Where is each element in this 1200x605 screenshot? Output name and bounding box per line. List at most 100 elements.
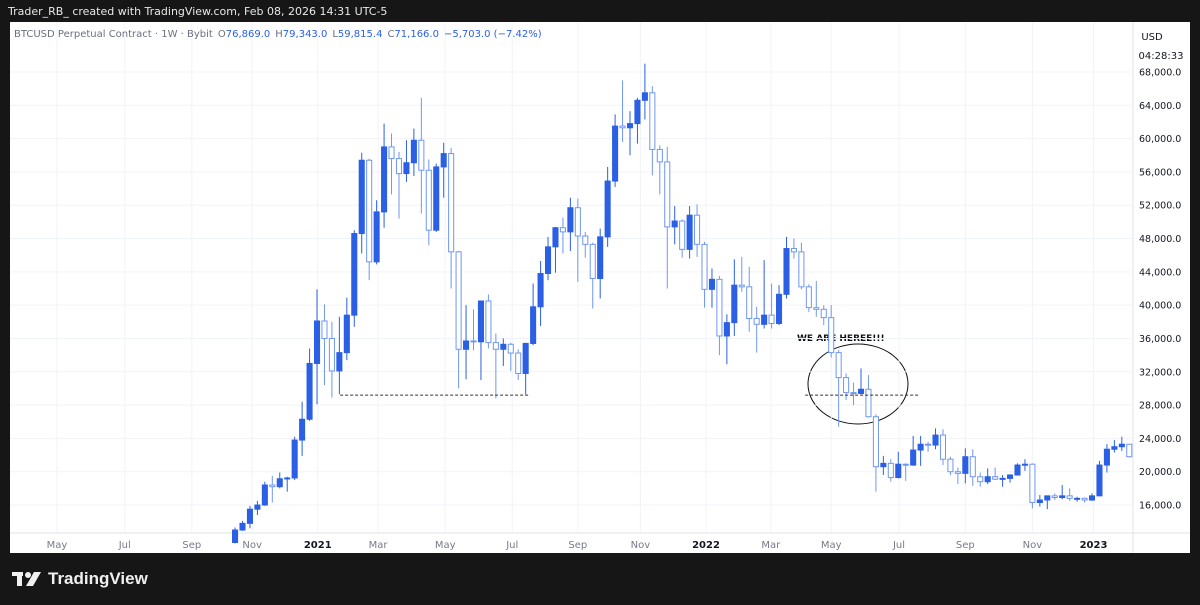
candle-body [843, 377, 850, 394]
candle-body [776, 293, 783, 324]
candle-body [1066, 495, 1073, 499]
candle-body [410, 139, 417, 164]
candle-body [358, 159, 365, 235]
ohlc-key: L [332, 29, 338, 40]
candle-body [366, 159, 373, 263]
x-tick-label: Mar [761, 540, 781, 551]
candle-body [649, 92, 656, 150]
candle-body [537, 273, 544, 308]
candle-body [530, 306, 537, 344]
candle-body [857, 388, 865, 394]
candle-body [954, 471, 961, 474]
candle-body [1029, 463, 1036, 504]
y-tick-label: 36,000.0 [1139, 334, 1181, 345]
x-tick-label: May [47, 540, 68, 551]
candle-body [969, 456, 976, 478]
x-tick-label: Sep [956, 540, 975, 551]
grid [10, 22, 1133, 533]
symbol-title: BTCUSD Perpetual Contract · 1W · Bybit [14, 29, 213, 40]
candle-body [917, 443, 924, 451]
candle-body [448, 153, 455, 253]
x-tick-label: 2021 [304, 540, 332, 551]
candle-body [313, 320, 321, 364]
currency: USD [1141, 32, 1163, 43]
header-text: Trader_RB_ created with TradingView.com,… [8, 5, 388, 18]
legend: BTCUSD Perpetual Contract · 1W · Bybit O… [14, 29, 542, 40]
candle-body [418, 139, 425, 171]
candle-body [723, 322, 730, 337]
ohlc-key: O [217, 29, 226, 40]
x-tick-label: May [821, 540, 842, 551]
candle-body [738, 284, 745, 288]
candle-body [463, 340, 470, 350]
candle-body [947, 458, 954, 473]
candle-body [872, 416, 879, 468]
y-tick-label: 56,000.0 [1139, 167, 1181, 178]
candle-body [433, 166, 440, 231]
candle-body [1081, 497, 1088, 501]
marks [232, 63, 1133, 544]
y-tick-label: 48,000.0 [1139, 234, 1181, 245]
candle-body [470, 340, 477, 343]
candle-body [507, 343, 514, 354]
candle-body [835, 352, 842, 379]
candle-body [716, 278, 723, 337]
candle-body [694, 214, 701, 245]
candle-body [232, 529, 239, 543]
candle-body [783, 248, 790, 295]
x-tick-label: Sep [182, 540, 201, 551]
y-tick-label: 28,000.0 [1139, 401, 1181, 412]
candle-body [544, 246, 552, 275]
candle-body [254, 504, 261, 510]
candle-body [746, 286, 753, 319]
candle-body [686, 214, 693, 250]
candle-body [582, 235, 589, 245]
candle-body [291, 439, 298, 479]
candle-body [395, 158, 403, 175]
candle-body [1007, 474, 1014, 479]
x-tick-label: Nov [242, 540, 262, 551]
candle-body [634, 99, 641, 125]
candle-body [328, 337, 335, 372]
candle-body [619, 125, 626, 129]
annotation: WE ARE HEREE!!! [797, 334, 885, 344]
candle-body [850, 392, 857, 395]
x-tick-label: May [435, 540, 456, 551]
x-tick-label: Jul [505, 540, 518, 551]
candle-body [336, 352, 343, 372]
candle-body [932, 434, 939, 446]
candle-body [1044, 495, 1051, 501]
candle-body [612, 125, 619, 182]
y-tick-label: 68,000.0 [1139, 67, 1181, 78]
candle-body [641, 92, 648, 101]
x-tick-label: 2022 [692, 540, 720, 551]
candle-body [239, 522, 246, 531]
x-tick-label: Nov [631, 540, 651, 551]
candle-body [939, 434, 947, 460]
annotation-circle [807, 343, 909, 425]
candle-body [887, 462, 894, 479]
candle-body [1051, 495, 1058, 499]
y-tick-label: 40,000.0 [1139, 301, 1181, 312]
candle-body [902, 463, 909, 466]
candle-body [820, 308, 827, 319]
candle-body [962, 456, 969, 474]
y-tick-label: 44,000.0 [1139, 267, 1181, 278]
candle-body [865, 388, 872, 418]
candle-body [805, 286, 812, 309]
brand: TradingView [12, 569, 148, 589]
candle-body [425, 169, 432, 231]
x-tick-label: Mar [369, 540, 389, 551]
candle-body [1118, 443, 1125, 448]
candle-body [492, 342, 499, 350]
y-tick-label: 60,000.0 [1139, 134, 1181, 145]
candle-body [984, 476, 991, 483]
ohlc-value: 59,815.4 [337, 29, 383, 40]
candle-body [388, 146, 395, 160]
candle-body [753, 317, 760, 325]
x-tick-label: 2023 [1080, 540, 1108, 551]
candle-body [261, 484, 268, 506]
candle-body [895, 463, 902, 479]
candle-body [500, 343, 507, 350]
